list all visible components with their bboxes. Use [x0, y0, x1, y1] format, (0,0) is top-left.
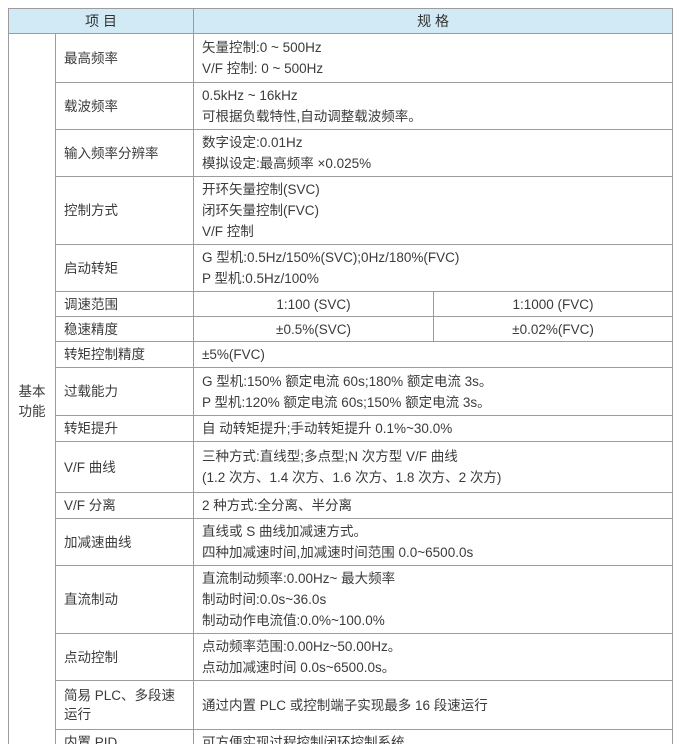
column-header-item: 项 目 [7, 8, 195, 34]
spec-cell: G 型机:0.5Hz/150%(SVC);0Hz/180%(FVC) P 型机:… [193, 244, 674, 292]
spec-cell: 开环矢量控制(SVC) 闭环矢量控制(FVC) V/F 控制 [193, 176, 674, 245]
table-row: 控制方式 开环矢量控制(SVC) 闭环矢量控制(FVC) V/F 控制 [9, 176, 674, 245]
spec-cell: 自 动转矩提升;手动转矩提升 0.1%~30.0% [193, 415, 674, 442]
spec-line: 四种加减速时间,加减速时间范围 0.0~6500.0s [202, 545, 474, 560]
item-name-cell: 调速范围 [54, 291, 195, 317]
spec-line: 数字设定:0.01Hz [202, 135, 303, 150]
spec-line: (1.2 次方、1.4 次方、1.6 次方、1.8 次方、2 次方) [202, 470, 502, 485]
spec-line: 矢量控制:0 ~ 500Hz [202, 40, 322, 55]
group-label-line: 基本 [18, 383, 46, 399]
spec-cell: 数字设定:0.01Hz 模拟设定:最高频率 ×0.025% [193, 129, 674, 177]
table-row: 过载能力 G 型机:150% 额定电流 60s;180% 额定电流 3s。 P … [9, 367, 674, 416]
item-name-cell: V/F 曲线 [54, 441, 195, 493]
spec-line: 可方便实现过程控制闭环控制系统 [202, 735, 405, 744]
group-label-line: 功能 [18, 403, 46, 419]
spec-line: 2 种方式:全分离、半分离 [202, 498, 353, 513]
item-name-cell: 内置 PID [54, 729, 195, 744]
table-row: 转矩控制精度 ±5%(FVC) [9, 341, 674, 368]
spec-cell: ±5%(FVC) [193, 341, 674, 368]
table-row: V/F 曲线 三种方式:直线型;多点型;N 次方型 V/F 曲线 (1.2 次方… [9, 441, 674, 493]
spec-line: V/F 控制 [202, 224, 254, 239]
item-name-cell: 启动转矩 [54, 244, 195, 292]
table-row: 简易 PLC、多段速运行 通过内置 PLC 或控制端子实现最多 16 段速运行 [9, 680, 674, 730]
item-name-cell: 转矩控制精度 [54, 341, 195, 368]
item-name-cell: 控制方式 [54, 176, 195, 245]
table-row: 转矩提升 自 动转矩提升;手动转矩提升 0.1%~30.0% [9, 415, 674, 442]
item-name-cell: 点动控制 [54, 633, 195, 681]
spec-line: 直线或 S 曲线加减速方式。 [202, 524, 368, 539]
spec-line: 0.5kHz ~ 16kHz [202, 88, 298, 103]
table-row: 内置 PID 可方便实现过程控制闭环控制系统 [9, 729, 674, 744]
table-row: 直流制动 直流制动频率:0.00Hz~ 最大频率 制动时间:0.0s~36.0s… [9, 565, 674, 634]
table-row: 点动控制 点动频率范围:0.00Hz~50.00Hz。 点动加减速时间 0.0s… [9, 633, 674, 681]
spec-line: 模拟设定:最高频率 ×0.025% [202, 156, 372, 171]
table-row: 调速范围 1:100 (SVC) 1:1000 (FVC) [9, 291, 674, 317]
spec-line: ±5%(FVC) [202, 347, 265, 362]
table-row: 稳速精度 ±0.5%(SVC) ±0.02%(FVC) [9, 316, 674, 342]
spec-line: P 型机:0.5Hz/100% [202, 271, 319, 286]
spec-line: 可根据负载特性,自动调整载波频率。 [202, 109, 422, 124]
spec-line: 制动时间:0.0s~36.0s [202, 592, 327, 607]
spec-line: 点动加减速时间 0.0s~6500.0s。 [202, 660, 396, 675]
table-row: 基本 功能 最高频率 矢量控制:0 ~ 500Hz V/F 控制: 0 ~ 50… [8, 33, 674, 744]
spec-cell: G 型机:150% 额定电流 60s;180% 额定电流 3s。 P 型机:12… [193, 367, 674, 416]
spec-cell-fvc: ±0.02%(FVC) [433, 316, 674, 342]
item-name-cell: 过载能力 [54, 367, 195, 416]
item-name-cell: 最高频率 [54, 33, 195, 83]
table-row: 启动转矩 G 型机:0.5Hz/150%(SVC);0Hz/180%(FVC) … [9, 244, 674, 292]
table-row: V/F 分离 2 种方式:全分离、半分离 [9, 492, 674, 519]
spec-line: 点动频率范围:0.00Hz~50.00Hz。 [202, 639, 402, 654]
spec-table: 项 目 规 格 基本 功能 最高频率 矢量控制:0 ~ 500Hz V/F 控制… [7, 8, 674, 744]
spec-line: G 型机:150% 额定电流 60s;180% 额定电流 3s。 [202, 373, 493, 389]
spec-cell: 矢量控制:0 ~ 500Hz V/F 控制: 0 ~ 500Hz [193, 33, 674, 83]
table-row: 输入频率分辨率 数字设定:0.01Hz 模拟设定:最高频率 ×0.025% [9, 129, 674, 177]
item-name-cell: 直流制动 [54, 565, 195, 634]
item-name-cell: 稳速精度 [54, 316, 195, 342]
spec-cell: 点动频率范围:0.00Hz~50.00Hz。 点动加减速时间 0.0s~6500… [193, 633, 674, 681]
spec-line: 自 动转矩提升;手动转矩提升 0.1%~30.0% [202, 421, 453, 436]
item-name-cell: 加减速曲线 [54, 518, 195, 566]
spec-line: 直流制动频率:0.00Hz~ 最大频率 [202, 571, 396, 586]
spec-cell: 可方便实现过程控制闭环控制系统 [193, 729, 674, 744]
spec-cell: 直线或 S 曲线加减速方式。 四种加减速时间,加减速时间范围 0.0~6500.… [193, 518, 674, 566]
spec-line: P 型机:120% 额定电流 60s;150% 额定电流 3s。 [202, 394, 491, 410]
item-name-cell: 载波频率 [54, 82, 195, 130]
spec-cell-fvc: 1:1000 (FVC) [433, 291, 674, 317]
spec-cell-svc: ±0.5%(SVC) [193, 316, 435, 342]
item-name-cell: 简易 PLC、多段速运行 [54, 680, 195, 730]
group-cell-basic-functions: 基本 功能 [8, 33, 56, 744]
spec-line: 开环矢量控制(SVC) [202, 182, 320, 197]
spec-line: 制动动作电流值:0.0%~100.0% [202, 613, 385, 628]
spec-cell: 0.5kHz ~ 16kHz 可根据负载特性,自动调整载波频率。 [193, 82, 674, 130]
spec-cell: 直流制动频率:0.00Hz~ 最大频率 制动时间:0.0s~36.0s 制动动作… [193, 565, 674, 634]
spec-line: 闭环矢量控制(FVC) [202, 203, 320, 218]
table-row: 加减速曲线 直线或 S 曲线加减速方式。 四种加减速时间,加减速时间范围 0.0… [9, 518, 674, 566]
table-row: 载波频率 0.5kHz ~ 16kHz 可根据负载特性,自动调整载波频率。 [9, 82, 674, 130]
spec-cell-svc: 1:100 (SVC) [193, 291, 435, 317]
column-header-spec: 规 格 [193, 8, 674, 34]
spec-line: V/F 控制: 0 ~ 500Hz [202, 61, 324, 76]
spec-line: 通过内置 PLC 或控制端子实现最多 16 段速运行 [202, 697, 488, 713]
spec-cell: 三种方式:直线型;多点型;N 次方型 V/F 曲线 (1.2 次方、1.4 次方… [193, 441, 674, 493]
spec-line: 三种方式:直线型;多点型;N 次方型 V/F 曲线 [202, 449, 458, 464]
spec-line: G 型机:0.5Hz/150%(SVC);0Hz/180%(FVC) [202, 250, 460, 265]
spec-cell: 通过内置 PLC 或控制端子实现最多 16 段速运行 [193, 680, 674, 730]
item-name-cell: 转矩提升 [54, 415, 195, 442]
item-name-cell: V/F 分离 [54, 492, 195, 519]
spec-cell: 2 种方式:全分离、半分离 [193, 492, 674, 519]
table-header-row: 项 目 规 格 [7, 8, 674, 34]
item-name-cell: 输入频率分辨率 [54, 129, 195, 177]
